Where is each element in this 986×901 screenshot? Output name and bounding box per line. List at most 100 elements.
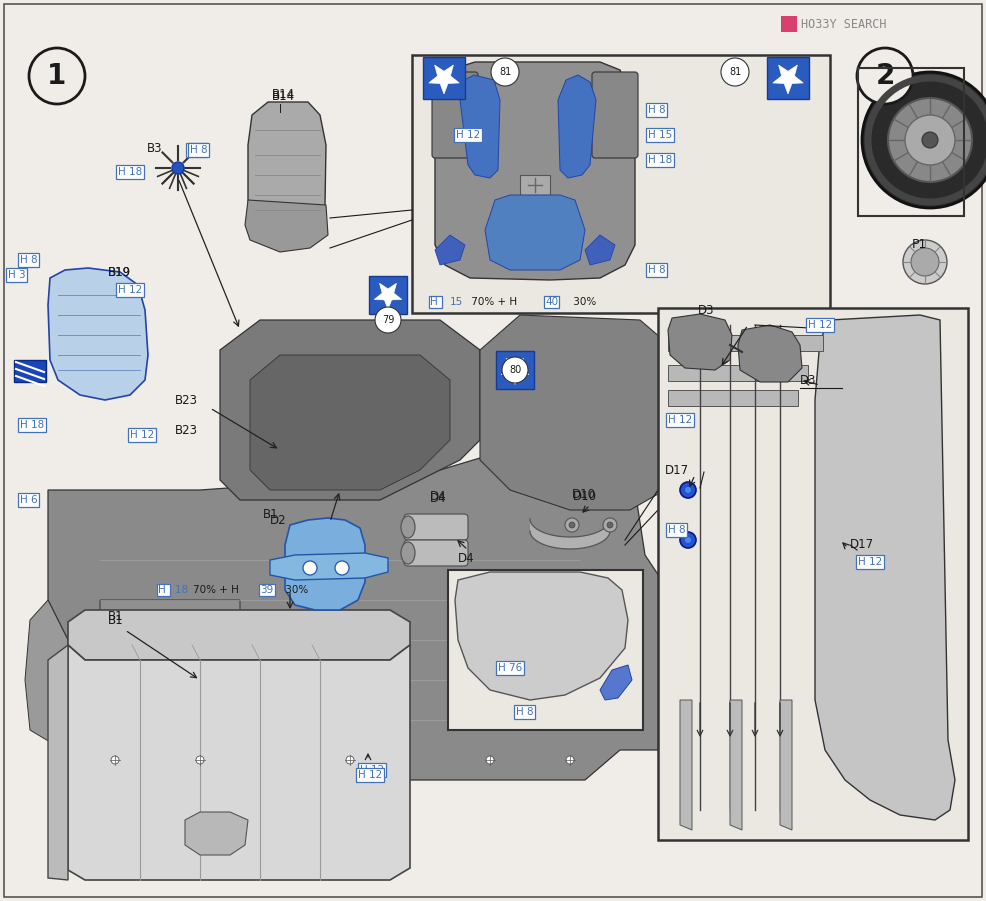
Circle shape xyxy=(491,58,519,86)
Text: H 18: H 18 xyxy=(118,167,142,177)
Text: D10: D10 xyxy=(572,487,596,500)
Polygon shape xyxy=(68,645,410,880)
Text: 39: 39 xyxy=(260,585,273,595)
Text: 40: 40 xyxy=(545,297,558,307)
Bar xyxy=(369,276,407,314)
Circle shape xyxy=(680,482,696,498)
Text: H 12: H 12 xyxy=(808,320,832,330)
Bar xyxy=(658,308,968,840)
Bar xyxy=(496,351,534,389)
Circle shape xyxy=(375,307,401,333)
Circle shape xyxy=(862,72,986,208)
Polygon shape xyxy=(460,75,500,178)
Text: B14: B14 xyxy=(272,88,295,102)
Text: D17: D17 xyxy=(850,539,875,551)
Circle shape xyxy=(911,248,939,276)
Polygon shape xyxy=(48,645,68,880)
Circle shape xyxy=(569,522,575,528)
Circle shape xyxy=(721,58,749,86)
Text: B1: B1 xyxy=(108,614,123,626)
Text: 2: 2 xyxy=(876,62,894,90)
Circle shape xyxy=(566,756,574,764)
Bar xyxy=(412,55,830,313)
Text: D17: D17 xyxy=(665,463,689,477)
Text: H 8: H 8 xyxy=(188,145,206,155)
Text: H: H xyxy=(430,297,441,307)
Circle shape xyxy=(903,240,947,284)
Text: 81: 81 xyxy=(499,67,511,77)
Text: D2: D2 xyxy=(270,514,287,526)
Polygon shape xyxy=(100,600,240,740)
Text: H 8: H 8 xyxy=(516,707,533,717)
Polygon shape xyxy=(668,335,823,351)
FancyBboxPatch shape xyxy=(404,540,468,566)
Text: HO33Y SEARCH: HO33Y SEARCH xyxy=(801,18,886,31)
Polygon shape xyxy=(185,812,248,855)
Polygon shape xyxy=(668,390,798,406)
Polygon shape xyxy=(485,195,585,270)
Circle shape xyxy=(196,756,204,764)
Text: H 12: H 12 xyxy=(858,557,882,567)
Polygon shape xyxy=(270,553,388,580)
Circle shape xyxy=(857,48,913,104)
Text: H 15: H 15 xyxy=(648,130,672,140)
Bar xyxy=(520,175,550,195)
Polygon shape xyxy=(773,65,804,94)
Text: 18: 18 xyxy=(175,585,191,595)
FancyBboxPatch shape xyxy=(432,72,478,158)
Text: 80: 80 xyxy=(509,365,522,375)
Text: B1: B1 xyxy=(262,508,278,522)
Polygon shape xyxy=(501,359,528,385)
Polygon shape xyxy=(25,600,90,745)
Polygon shape xyxy=(245,200,328,252)
Text: H 8: H 8 xyxy=(190,145,208,155)
Circle shape xyxy=(111,756,119,764)
Polygon shape xyxy=(375,283,401,309)
Circle shape xyxy=(922,132,938,148)
Polygon shape xyxy=(815,315,955,820)
Text: 30%: 30% xyxy=(570,297,597,307)
Polygon shape xyxy=(285,518,365,610)
Text: B19: B19 xyxy=(108,266,131,278)
Polygon shape xyxy=(250,355,450,490)
FancyBboxPatch shape xyxy=(592,72,638,158)
Circle shape xyxy=(502,357,528,383)
Polygon shape xyxy=(480,315,675,510)
Bar xyxy=(423,57,465,99)
Text: 15: 15 xyxy=(450,297,463,307)
Circle shape xyxy=(346,756,354,764)
Text: D3: D3 xyxy=(800,374,816,387)
Polygon shape xyxy=(429,65,459,94)
Text: 30%: 30% xyxy=(282,585,309,595)
Text: D4: D4 xyxy=(430,490,447,504)
Text: D4: D4 xyxy=(430,492,447,505)
Polygon shape xyxy=(455,572,628,700)
Text: D4: D4 xyxy=(458,551,474,565)
Text: H 12: H 12 xyxy=(360,765,385,775)
Polygon shape xyxy=(600,665,632,700)
Text: H 8: H 8 xyxy=(20,255,37,265)
Circle shape xyxy=(565,518,579,532)
Text: H 6: H 6 xyxy=(20,495,37,505)
Polygon shape xyxy=(668,365,808,381)
Polygon shape xyxy=(780,700,792,830)
Circle shape xyxy=(680,532,696,548)
Ellipse shape xyxy=(401,516,415,538)
Text: H 18: H 18 xyxy=(20,420,44,430)
Text: H 12: H 12 xyxy=(118,285,142,295)
Polygon shape xyxy=(48,268,148,400)
Text: H 12: H 12 xyxy=(130,430,154,440)
Text: 1: 1 xyxy=(47,62,67,90)
Text: B3: B3 xyxy=(147,141,163,154)
Text: B14: B14 xyxy=(272,89,295,103)
Text: B23: B23 xyxy=(175,423,198,436)
Text: D3: D3 xyxy=(698,304,715,316)
Circle shape xyxy=(29,48,85,104)
Polygon shape xyxy=(585,235,615,265)
FancyBboxPatch shape xyxy=(404,514,468,540)
Bar xyxy=(781,16,797,32)
Circle shape xyxy=(335,561,349,575)
Text: B23: B23 xyxy=(175,394,198,406)
Circle shape xyxy=(486,756,494,764)
Circle shape xyxy=(603,518,617,532)
